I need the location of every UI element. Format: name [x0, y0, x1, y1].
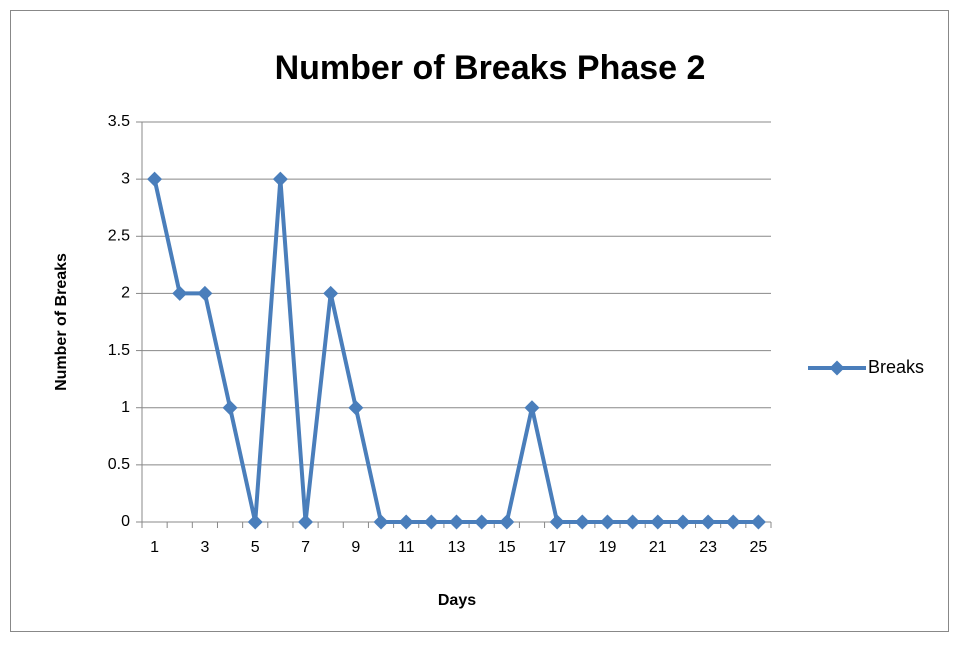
chart-title: Number of Breaks Phase 2	[275, 49, 706, 87]
x-tick-label: 13	[448, 539, 466, 556]
data-point	[725, 514, 741, 530]
x-tick-label: 25	[750, 539, 768, 556]
y-tick-label: 1.5	[108, 342, 130, 359]
x-tick-label: 3	[200, 539, 209, 556]
x-tick-label: 15	[498, 539, 516, 556]
x-tick-label: 17	[548, 539, 566, 556]
data-point	[398, 514, 414, 530]
data-point	[750, 514, 766, 530]
x-tick-label: 5	[251, 539, 260, 556]
data-point	[172, 285, 188, 301]
x-tick-label: 19	[599, 539, 617, 556]
data-point	[650, 514, 666, 530]
y-tick-label: 0	[121, 513, 130, 530]
data-point	[222, 400, 238, 416]
x-tick-label: 23	[699, 539, 717, 556]
y-tick-label: 3	[121, 170, 130, 187]
data-point	[197, 285, 213, 301]
data-point	[323, 285, 339, 301]
x-axis-label: Days	[438, 592, 476, 609]
data-point	[700, 514, 716, 530]
y-axis-label: Number of Breaks	[53, 253, 70, 391]
legend-label: Breaks	[868, 357, 924, 377]
legend-marker	[829, 360, 845, 376]
data-point	[675, 514, 691, 530]
y-tick-label: 2	[121, 285, 130, 302]
data-point	[272, 171, 288, 187]
data-point	[373, 514, 389, 530]
x-tick-label: 9	[351, 539, 360, 556]
data-point	[599, 514, 615, 530]
y-tick-label: 2.5	[108, 228, 130, 245]
y-tick-label: 1	[121, 399, 130, 416]
data-point	[499, 514, 515, 530]
y-tick-label: 3.5	[108, 113, 130, 130]
data-point	[423, 514, 439, 530]
data-point	[625, 514, 641, 530]
y-tick-label: 0.5	[108, 456, 130, 473]
data-point	[549, 514, 565, 530]
data-point	[449, 514, 464, 530]
x-tick-label: 1	[150, 539, 159, 556]
data-point	[348, 400, 364, 416]
x-tick-label: 11	[398, 539, 415, 556]
data-point	[298, 514, 314, 530]
data-point	[147, 171, 163, 187]
x-tick-label: 7	[301, 539, 310, 556]
data-point	[474, 514, 490, 530]
data-point	[574, 514, 590, 530]
data-point	[247, 514, 263, 530]
x-tick-label: 21	[649, 539, 667, 556]
data-point	[524, 400, 540, 416]
